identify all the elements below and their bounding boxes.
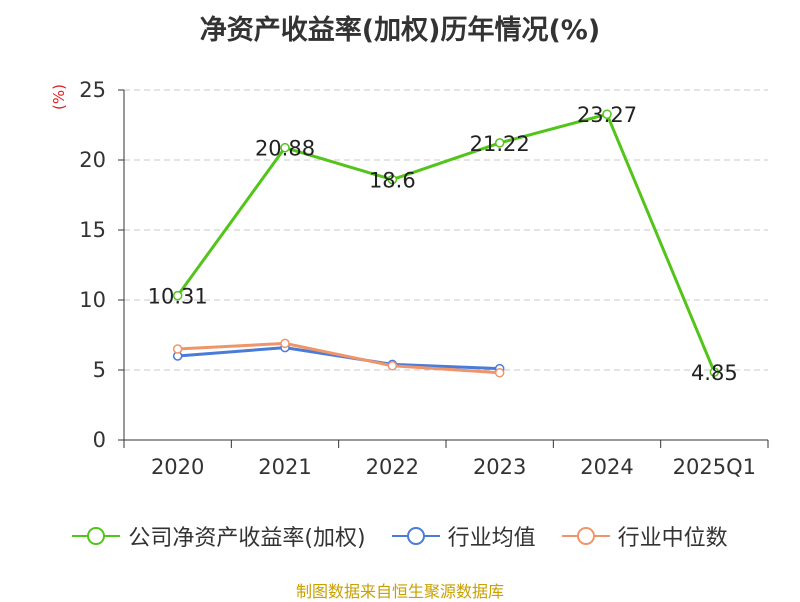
legend-item[interactable]: 行业中位数 (561, 520, 728, 552)
data-label: 20.88 (255, 137, 315, 161)
series-line (177, 346, 500, 371)
data-point (280, 142, 290, 153)
x-tick-label: 2021 (258, 455, 311, 479)
x-tick-label: 2020 (151, 455, 204, 479)
data-point (387, 174, 398, 185)
series-line (176, 112, 716, 373)
x-tick-label: 2024 (580, 455, 633, 479)
y-tick-label: 5 (93, 358, 106, 382)
series-line (177, 341, 500, 375)
data-label: 4.85 (691, 361, 738, 385)
legend-label: 行业中位数 (617, 526, 728, 551)
data-label: 23.27 (577, 103, 637, 127)
legend-item[interactable]: 行业均值 (391, 520, 536, 552)
y-tick-label: 0 (93, 428, 106, 452)
legend-label: 行业均值 (447, 526, 536, 551)
source-note: 制图数据来自恒生聚源数据库 (295, 582, 504, 601)
y-tick-label: 15 (79, 218, 106, 242)
x-tick-label: 2025Q1 (673, 455, 756, 479)
y-tick-label: 25 (79, 78, 106, 102)
data-point (494, 138, 505, 148)
data-point (602, 109, 612, 119)
data-point (280, 338, 290, 349)
data-point (387, 361, 398, 371)
data-point (172, 290, 183, 301)
data-label: 10.31 (148, 285, 208, 309)
y-tick-label: 10 (79, 288, 106, 312)
data-point (172, 344, 183, 354)
x-tick-label: 2023 (473, 455, 526, 479)
data-point (494, 368, 505, 378)
legend-item[interactable]: 公司净资产收益率(加权) (72, 520, 366, 552)
data-point (709, 367, 720, 377)
legend-line-icon (72, 527, 121, 545)
legend-line-icon (391, 527, 440, 545)
y-tick-label: 20 (79, 148, 106, 172)
chart-title: 净资产收益率(加权)历年情况(%) (199, 15, 601, 46)
data-label: 21.22 (470, 132, 530, 156)
legend-label: 公司净资产收益率(加权) (128, 526, 366, 551)
chart-legend: 公司净资产收益率(加权) 行业均值 行业中位数 (0, 520, 800, 552)
x-tick-label: 2022 (366, 455, 419, 479)
legend-line-icon (561, 527, 610, 545)
data-label: 18.6 (369, 169, 416, 193)
